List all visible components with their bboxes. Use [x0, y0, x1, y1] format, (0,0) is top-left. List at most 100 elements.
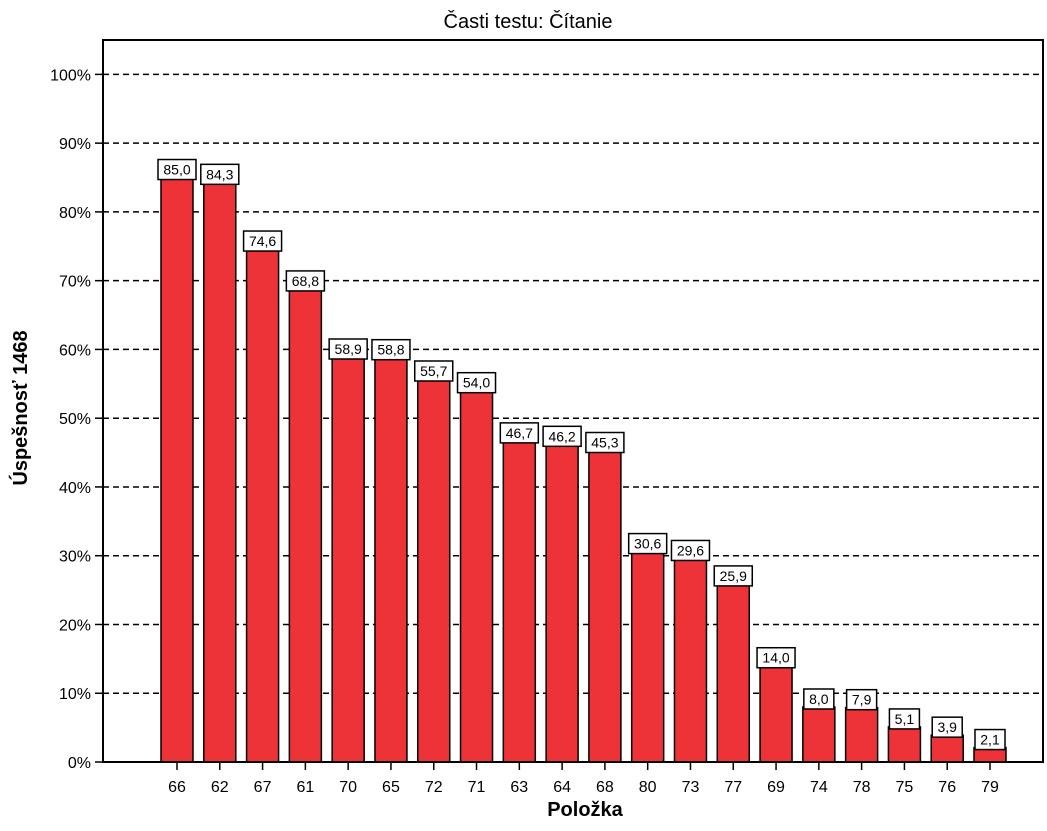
- data-label-70: 58,9: [328, 338, 368, 360]
- data-label-box: [803, 688, 835, 710]
- x-tick-label-73: 73: [682, 779, 700, 796]
- bar-67: [245, 248, 280, 763]
- data-label-text: 84,3: [206, 166, 233, 182]
- data-label-box: [542, 425, 582, 448]
- bar-63: [502, 440, 537, 763]
- x-tick-label-69: 69: [767, 779, 785, 796]
- x-tick-label-70: 70: [339, 779, 357, 796]
- y-tick-label: 40%: [59, 480, 91, 497]
- data-label-box: [974, 728, 1006, 751]
- chart-title: Časti testu: Čítanie: [444, 10, 613, 33]
- y-tick-label: 80%: [59, 205, 91, 222]
- data-label-text: 29,6: [677, 542, 704, 558]
- x-tick-label-71: 71: [468, 779, 486, 796]
- y-axis-ticks: 0% 10% 20% 30% 40% 50% 60% 70% 80% 90% 100%: [50, 67, 103, 772]
- y-tick-label: 70%: [59, 274, 91, 291]
- bar-77: [716, 583, 751, 763]
- x-axis-ticks: 66 62 67 61 70 65 72 71 63 64 68 80 73 77 69 74 78 75 76 79: [168, 762, 999, 796]
- data-label-77: 25,9: [713, 565, 754, 587]
- data-label-box: [413, 360, 454, 382]
- data-label-61: 68,8: [285, 270, 326, 292]
- data-label-text: 46,7: [506, 425, 533, 441]
- data-label-text: 7,9: [852, 692, 872, 708]
- x-tick-label-66: 66: [168, 779, 186, 796]
- bar-75: [887, 726, 922, 763]
- data-label-68: 45,3: [585, 431, 625, 454]
- bar-70: [331, 356, 365, 763]
- data-label-65: 58,8: [371, 338, 411, 361]
- data-label-75: 5,1: [888, 708, 921, 730]
- x-tick-label-64: 64: [553, 779, 571, 796]
- x-tick-label-62: 62: [211, 779, 229, 796]
- data-labels: 85,0 84,3 74,6 68,8 58,9 58,8 55,7 54,0 46,7 46,2…: [157, 158, 1006, 751]
- y-tick-label: 10%: [59, 686, 91, 703]
- y-tick-label: 100%: [50, 67, 91, 84]
- data-label-78: 7,9: [845, 688, 878, 711]
- data-label-text: 46,2: [548, 428, 575, 444]
- data-label-72: 55,7: [413, 360, 454, 382]
- data-label-67: 74,6: [242, 230, 283, 252]
- data-label-63: 46,7: [499, 422, 540, 444]
- data-label-text: 55,7: [420, 363, 447, 379]
- y-tick-label: 60%: [59, 342, 91, 359]
- data-label-box: [371, 338, 411, 361]
- data-label-box: [756, 646, 796, 669]
- data-label-text: 74,6: [249, 233, 276, 249]
- bar-61: [288, 288, 323, 763]
- bar-76: [930, 734, 964, 763]
- data-label-74: 8,0: [803, 688, 835, 710]
- data-label-text: 85,0: [163, 162, 190, 178]
- x-tick-label-68: 68: [596, 779, 614, 796]
- x-tick-label-67: 67: [254, 779, 272, 796]
- plot-frame: [102, 39, 1044, 763]
- bar-69: [759, 664, 793, 763]
- data-label-76: 3,9: [931, 716, 963, 738]
- bar-62: [203, 181, 237, 763]
- data-label-box: [328, 338, 368, 360]
- data-label-box: [888, 708, 921, 730]
- bar-65: [374, 356, 408, 763]
- data-label-box: [670, 539, 711, 562]
- data-label-text: 5,1: [895, 711, 915, 727]
- x-tick-label-75: 75: [896, 779, 914, 796]
- data-label-73: 29,6: [670, 539, 711, 562]
- x-tick-label-76: 76: [938, 779, 956, 796]
- data-label-text: 30,6: [634, 536, 661, 552]
- x-tick-label-74: 74: [810, 779, 828, 796]
- data-label-text: 58,8: [377, 342, 404, 358]
- data-label-69: 14,0: [756, 646, 796, 669]
- data-label-box: [713, 565, 754, 587]
- y-axis-title: Úspešnosť 1468: [8, 330, 32, 485]
- bar-68: [588, 449, 622, 763]
- data-label-text: 2,1: [980, 732, 1000, 748]
- data-label-79: 2,1: [974, 728, 1006, 751]
- x-tick-label-65: 65: [382, 779, 400, 796]
- data-label-80: 30,6: [627, 532, 668, 555]
- data-label-text: 54,0: [463, 375, 490, 391]
- data-label-box: [456, 371, 497, 394]
- x-tick-label-78: 78: [853, 779, 871, 796]
- bar-78: [844, 706, 879, 763]
- data-label-text: 45,3: [591, 435, 618, 451]
- data-label-box: [931, 716, 963, 738]
- data-label-66: 85,0: [157, 158, 197, 181]
- x-tick-label-61: 61: [296, 779, 314, 796]
- bar-73: [673, 557, 708, 763]
- bar-64: [545, 443, 579, 763]
- data-label-box: [157, 158, 197, 181]
- data-label-text: 25,9: [720, 568, 747, 584]
- x-axis-title: Položka: [547, 799, 623, 821]
- data-label-box: [242, 230, 283, 252]
- y-tick-label: 30%: [59, 549, 91, 566]
- y-tick-label: 0%: [68, 755, 91, 772]
- data-label-box: [627, 532, 668, 555]
- data-label-text: 8,0: [809, 691, 829, 707]
- bar-74: [802, 706, 836, 763]
- data-label-71: 54,0: [456, 371, 497, 394]
- data-label-box: [585, 431, 625, 454]
- y-tick-label: 50%: [59, 411, 91, 428]
- x-tick-label-63: 63: [510, 779, 528, 796]
- y-tick-label: 90%: [59, 136, 91, 153]
- data-label-box: [200, 163, 240, 186]
